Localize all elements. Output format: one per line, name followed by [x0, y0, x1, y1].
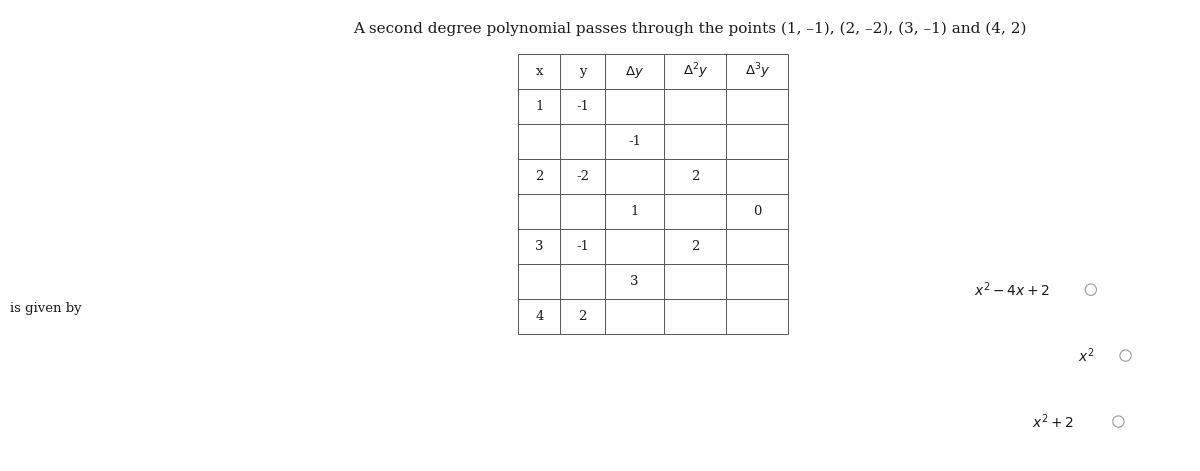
Text: 3: 3 — [535, 240, 544, 253]
Text: $\Delta^2 y$: $\Delta^2 y$ — [683, 62, 708, 81]
Text: 2: 2 — [691, 171, 700, 183]
Text: 1: 1 — [535, 100, 544, 113]
Text: $x^2 + 2$: $x^2 + 2$ — [1032, 412, 1074, 431]
Text: 1: 1 — [630, 205, 638, 218]
Text: 4: 4 — [535, 310, 544, 324]
Text: $\Delta^3 y$: $\Delta^3 y$ — [745, 62, 770, 81]
Text: 3: 3 — [630, 276, 638, 288]
Text: 2: 2 — [535, 171, 544, 183]
Text: is given by: is given by — [10, 302, 82, 315]
Text: A second degree polynomial passes through the points (1, –1), (2, –2), (3, –1) a: A second degree polynomial passes throug… — [353, 21, 1027, 36]
Text: -1: -1 — [628, 135, 641, 148]
Text: 0: 0 — [754, 205, 762, 218]
Text: $\Delta y$: $\Delta y$ — [625, 64, 644, 80]
Text: 2: 2 — [691, 240, 700, 253]
Text: -1: -1 — [576, 100, 589, 113]
Text: x: x — [535, 65, 544, 78]
Text: -2: -2 — [576, 171, 589, 183]
Text: $x^2 - 4x + 2$: $x^2 - 4x + 2$ — [973, 280, 1050, 299]
Text: $x^2$: $x^2$ — [1078, 346, 1094, 365]
Text: y: y — [578, 65, 587, 78]
Text: -1: -1 — [576, 240, 589, 253]
Text: 2: 2 — [578, 310, 587, 324]
